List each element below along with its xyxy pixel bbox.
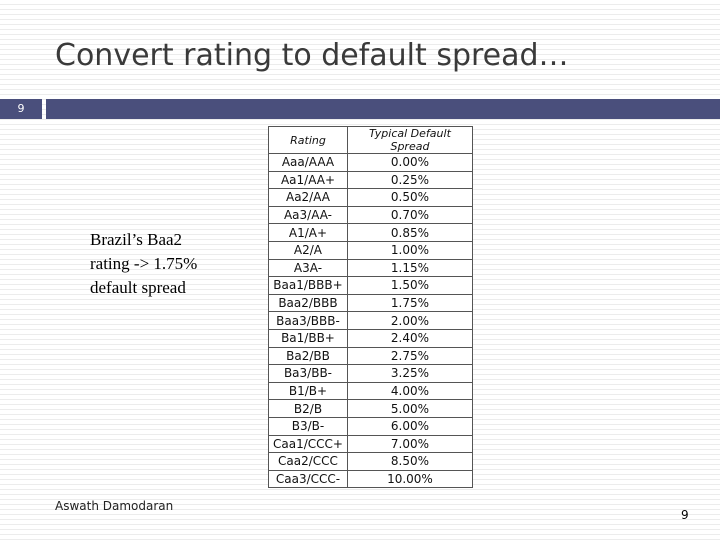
table-row: Baa3/BBB- 2.00% bbox=[268, 311, 473, 330]
header-bar bbox=[46, 99, 720, 119]
table-row: Ba1/BB+ 2.40% bbox=[268, 328, 473, 348]
table-row: Caa1/CCC+ 7.00% bbox=[268, 434, 473, 454]
table-cell: A2/A bbox=[268, 240, 348, 260]
table-cell: 0.70% bbox=[346, 205, 473, 225]
note-line: rating -> 1.75% bbox=[90, 254, 198, 273]
table-cell: Ba2/BB bbox=[268, 346, 348, 366]
table-cell: A1/A+ bbox=[268, 223, 348, 242]
table-row: Baa1/BBB+ 1.50% bbox=[268, 276, 473, 295]
table-cell: Baa1/BBB+ bbox=[268, 276, 348, 295]
table-row: Aaa/AAA 0.00% bbox=[268, 153, 473, 172]
page-number: 9 bbox=[681, 508, 689, 522]
table-cell: 1.15% bbox=[346, 258, 473, 278]
slide-number-badge: 9 bbox=[0, 99, 42, 119]
table-row: A3A- 1.15% bbox=[268, 258, 473, 278]
table-cell: Aa3/AA- bbox=[268, 205, 348, 225]
note-line: Brazil’s Baa2 bbox=[90, 230, 183, 249]
slide-title: Convert rating to default spread… bbox=[55, 38, 569, 73]
table-cell: 2.40% bbox=[346, 328, 473, 348]
table-row: A1/A+ 0.85% bbox=[268, 223, 473, 242]
table-cell: Baa2/BBB bbox=[268, 293, 348, 313]
table-cell: 1.50% bbox=[346, 276, 473, 295]
table-cell: 0.50% bbox=[346, 188, 473, 207]
table-cell: Aa2/AA bbox=[268, 188, 348, 207]
footer: Aswath Damodaran bbox=[55, 499, 174, 513]
table-cell: 10.00% bbox=[346, 469, 473, 489]
table-cell: Ba1/BB+ bbox=[268, 328, 348, 348]
note-line: default spread bbox=[90, 278, 186, 297]
table-cell: 2.00% bbox=[346, 311, 473, 330]
table-cell: B2/B bbox=[268, 399, 348, 418]
table-row: Ba3/BB- 3.25% bbox=[268, 364, 473, 383]
table-row: B3/B- 6.00% bbox=[268, 416, 473, 436]
table-cell: Caa3/CCC- bbox=[268, 469, 348, 489]
table-cell: 0.25% bbox=[346, 170, 473, 190]
table-row: Aa2/AA 0.50% bbox=[268, 188, 473, 207]
table-cell: 2.75% bbox=[346, 346, 473, 366]
table-cell: 1.00% bbox=[346, 240, 473, 260]
table-cell: Caa2/CCC bbox=[268, 452, 348, 471]
table-cell: 1.75% bbox=[346, 293, 473, 313]
table-row: A2/A 1.00% bbox=[268, 240, 473, 260]
table-cell: Aa1/AA+ bbox=[268, 170, 348, 190]
table-row: B2/B 5.00% bbox=[268, 399, 473, 418]
table-cell: 3.25% bbox=[346, 364, 473, 383]
table-row: Baa2/BBB 1.75% bbox=[268, 293, 473, 313]
table-cell: Aaa/AAA bbox=[268, 153, 348, 172]
table-cell: 7.00% bbox=[346, 434, 473, 454]
table-row: Ba2/BB 2.75% bbox=[268, 346, 473, 366]
note: Brazil’s Baa2 rating -> 1.75% default spre… bbox=[90, 228, 197, 300]
rating-table: Rating Typical Default Spread Aaa/AAA 0.00… bbox=[268, 126, 473, 489]
table-row: Caa3/CCC- 10.00% bbox=[268, 469, 473, 489]
table-cell: A3A- bbox=[268, 258, 348, 278]
table-row: Aa3/AA- 0.70% bbox=[268, 205, 473, 225]
table-cell: 0.00% bbox=[346, 153, 473, 172]
table-cell: 8.50% bbox=[346, 452, 473, 471]
table-row: Caa2/CCC 8.50% bbox=[268, 452, 473, 471]
table-header: Rating Typical Default Spread bbox=[268, 126, 473, 154]
table-cell: 0.85% bbox=[346, 223, 473, 242]
table-cell: B1/B+ bbox=[268, 381, 348, 401]
table-cell: 5.00% bbox=[346, 399, 473, 418]
table-cell: B3/B- bbox=[268, 416, 348, 436]
header-cell: Typical Default Spread bbox=[346, 126, 473, 154]
table-row: Aa1/AA+ 0.25% bbox=[268, 170, 473, 190]
table-cell: Caa1/CCC+ bbox=[268, 434, 348, 454]
table-cell: 6.00% bbox=[346, 416, 473, 436]
table-cell: Ba3/BB- bbox=[268, 364, 348, 383]
table-cell: Baa3/BBB- bbox=[268, 311, 348, 330]
table-row: B1/B+ 4.00% bbox=[268, 381, 473, 401]
header-cell: Rating bbox=[268, 126, 348, 154]
table-cell: 4.00% bbox=[346, 381, 473, 401]
table-body: Aaa/AAA 0.00% Aa1/AA+ 0.25% Aa2/AA 0.50% Aa3/A… bbox=[268, 153, 473, 489]
